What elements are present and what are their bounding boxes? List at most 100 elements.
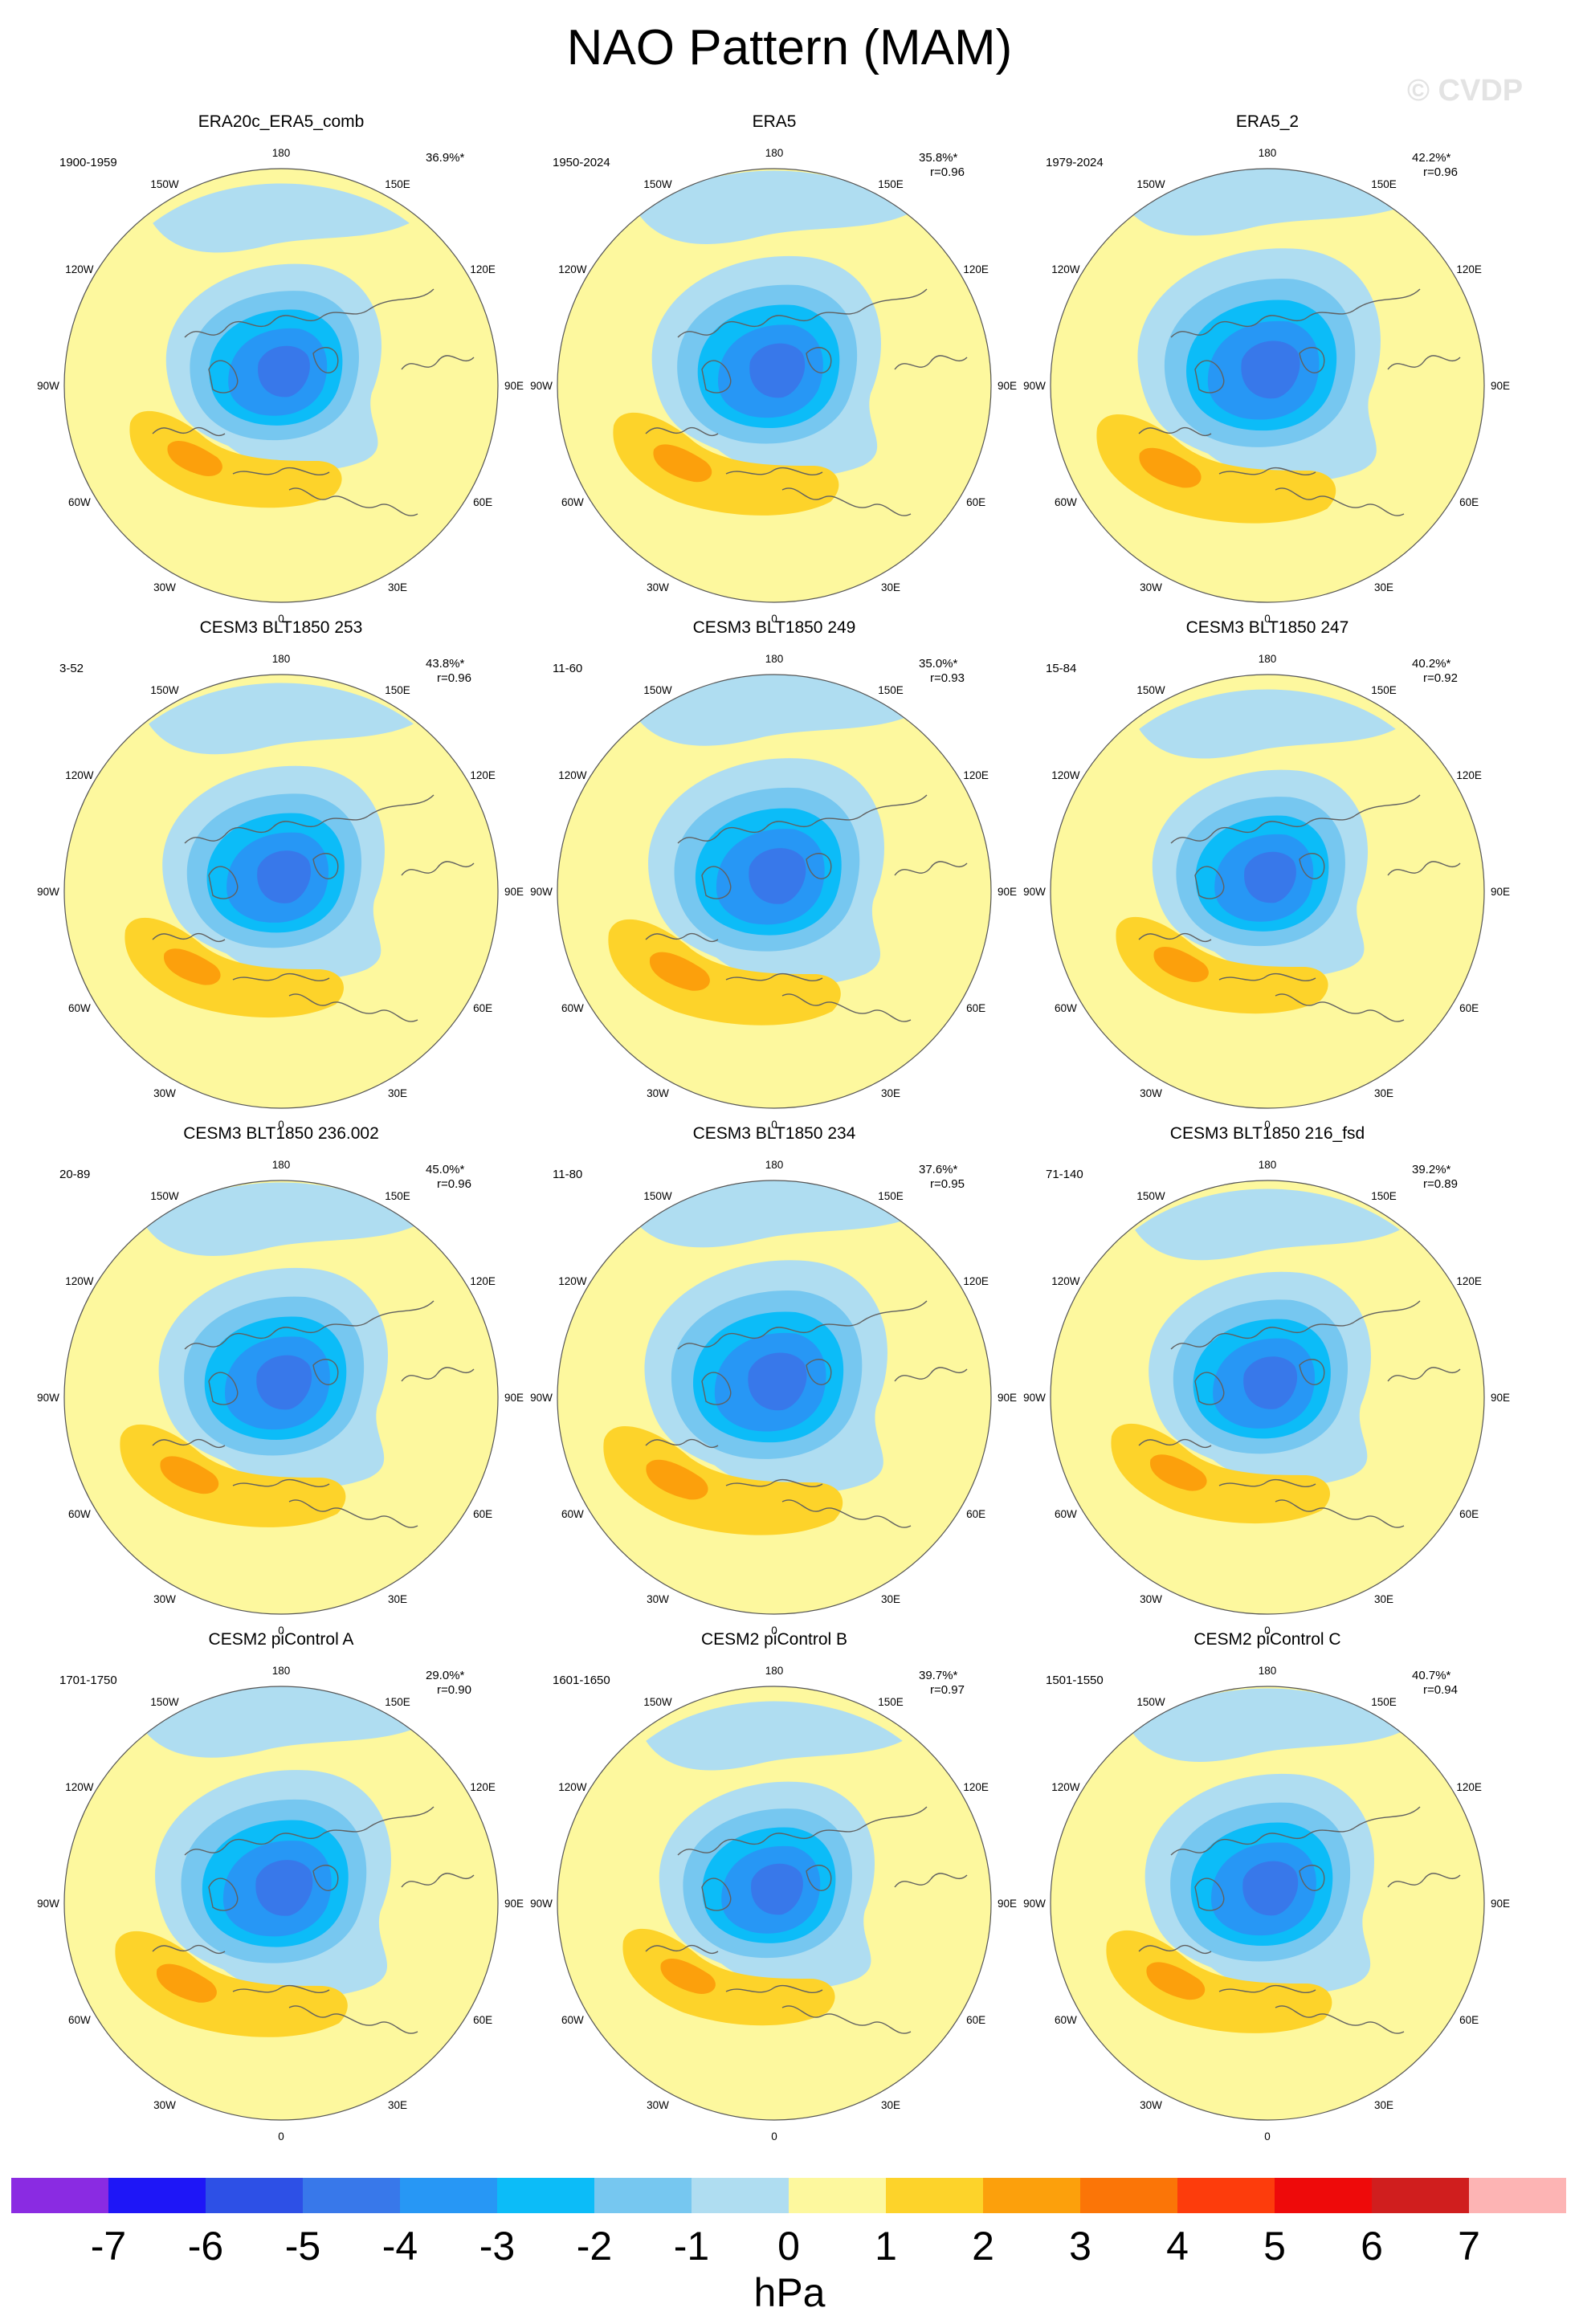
panel-title: ERA20c_ERA5_comb bbox=[198, 112, 365, 131]
longitude-label: 90E bbox=[998, 886, 1017, 898]
longitude-label: 0 bbox=[1264, 1625, 1271, 1637]
longitude-label: 30W bbox=[647, 1593, 669, 1605]
colorbar-tick-label: 6 bbox=[1361, 2224, 1383, 2269]
longitude-label: 180 bbox=[272, 653, 291, 665]
contour-fill bbox=[751, 1863, 803, 1915]
longitude-label: 0 bbox=[771, 1119, 777, 1131]
panel-period: 1950-2024 bbox=[553, 156, 610, 169]
longitude-label: 0 bbox=[771, 2130, 777, 2143]
longitude-label: 90W bbox=[37, 380, 59, 392]
longitude-label: 150W bbox=[1136, 684, 1165, 696]
longitude-label: 120E bbox=[470, 263, 496, 275]
colorbar-tick-label: -6 bbox=[187, 2224, 224, 2269]
colorbar-swatch bbox=[1275, 2178, 1373, 2213]
map-panel: CESM2 piControl C 1501-1550 40.7%* r=0.94 18… bbox=[1018, 1630, 1516, 2160]
longitude-label: 60W bbox=[68, 2014, 91, 2026]
polar-map: 180 150E 120E 90E 60E 30E 0 30W 60W 90W 120W 150W bbox=[37, 147, 524, 625]
longitude-label: 150W bbox=[1136, 1696, 1165, 1708]
contour-fill bbox=[638, 170, 911, 244]
map-border bbox=[63, 1180, 499, 1615]
longitude-label: 30W bbox=[647, 581, 669, 593]
panel-percent: 40.7%* bbox=[1412, 1669, 1451, 1682]
map-border bbox=[1050, 168, 1485, 603]
longitude-label: 120E bbox=[963, 769, 989, 781]
longitude-label: 30W bbox=[1140, 1087, 1162, 1099]
longitude-label: 90E bbox=[1491, 1898, 1510, 1910]
contour-fill bbox=[255, 1860, 313, 1916]
longitude-label: 90W bbox=[530, 886, 553, 898]
colorbar-tick-label: -1 bbox=[673, 2224, 710, 2269]
longitude-label: 60W bbox=[561, 496, 584, 508]
longitude-label: 90E bbox=[504, 1392, 524, 1404]
longitude-label: 30W bbox=[1140, 2099, 1162, 2111]
polar-map: 180 150E 120E 90E 60E 30E 0 30W 60W 90W 120W 150W bbox=[530, 1665, 1017, 2143]
map-panel: CESM3 BLT1850 234 11-80 37.6%* r=0.95 180 150… bbox=[525, 1124, 1023, 1654]
watermark: © CVDP bbox=[1407, 74, 1524, 108]
longitude-label: 150E bbox=[1371, 1696, 1397, 1708]
map-panel: ERA20c_ERA5_comb 1900-1959 36.9%* 180 150E 12… bbox=[32, 112, 530, 642]
longitude-label: 180 bbox=[272, 1159, 291, 1171]
longitude-label: 150W bbox=[150, 1190, 179, 1202]
panel-correlation: r=0.90 bbox=[437, 1683, 471, 1697]
longitude-label: 150W bbox=[643, 1696, 672, 1708]
longitude-label: 150W bbox=[643, 1190, 672, 1202]
panel-title: CESM3 BLT1850 216_fsd bbox=[1169, 1124, 1365, 1143]
colorbar-swatch bbox=[11, 2178, 109, 2213]
panel-correlation: r=0.96 bbox=[930, 165, 965, 179]
polar-map: 180 150E 120E 90E 60E 30E 0 30W 60W 90W 120W 150W bbox=[37, 653, 524, 1131]
contour-fill bbox=[649, 952, 710, 991]
polar-map: 180 150E 120E 90E 60E 30E 0 30W 60W 90W 120W 150W bbox=[37, 1665, 524, 2143]
longitude-label: 120E bbox=[1456, 263, 1482, 275]
panel-percent: 42.2%* bbox=[1412, 151, 1451, 165]
longitude-label: 150W bbox=[1136, 178, 1165, 190]
colorbar-swatch bbox=[692, 2178, 790, 2213]
colorbar-swatch bbox=[1177, 2178, 1275, 2213]
map-border bbox=[557, 1180, 992, 1615]
longitude-label: 30E bbox=[1374, 1087, 1393, 1099]
longitude-label: 0 bbox=[278, 613, 284, 625]
longitude-label: 120E bbox=[1456, 1781, 1482, 1793]
contour-fill bbox=[1241, 340, 1300, 399]
contour-fill bbox=[1242, 1861, 1299, 1916]
contour-fill bbox=[1146, 1962, 1206, 2000]
longitude-label: 150E bbox=[1371, 1190, 1397, 1202]
longitude-label: 180 bbox=[765, 1665, 784, 1677]
panel-period: 1601-1650 bbox=[553, 1674, 610, 1687]
colorbar-labels: -7 -6 -5 -4 -3 -2 -1 0 1 2 3 4 5 6 7 bbox=[11, 2223, 1566, 2271]
map-panel: CESM3 BLT1850 236.002 20-89 45.0%* r=0.96 18… bbox=[32, 1124, 530, 1654]
contour-fill bbox=[156, 1963, 217, 2003]
polar-map: 180 150E 120E 90E 60E 30E 0 30W 60W 90W 120W 150W bbox=[530, 147, 1017, 625]
longitude-label: 60W bbox=[561, 1508, 584, 1520]
colorbar-tick-label: 4 bbox=[1166, 2224, 1189, 2269]
colorbar-tick-label: -4 bbox=[381, 2224, 418, 2269]
longitude-label: 120E bbox=[1456, 769, 1482, 781]
polar-map: 180 150E 120E 90E 60E 30E 0 30W 60W 90W 120W 150W bbox=[1023, 653, 1510, 1131]
polar-map: 180 150E 120E 90E 60E 30E 0 30W 60W 90W 120W 150W bbox=[530, 1159, 1017, 1637]
colorbar-units: hPa bbox=[753, 2270, 826, 2315]
map-border bbox=[557, 168, 992, 603]
panel-percent: 35.0%* bbox=[919, 657, 958, 671]
colorbar-tick-label: 1 bbox=[875, 2224, 897, 2269]
longitude-label: 120W bbox=[558, 263, 587, 275]
longitude-label: 0 bbox=[771, 1625, 777, 1637]
longitude-label: 90W bbox=[37, 1392, 59, 1404]
contour-fill bbox=[1243, 1356, 1298, 1409]
longitude-label: 180 bbox=[1259, 653, 1277, 665]
map-panel: CESM3 BLT1850 247 15-84 40.2%* r=0.92 180 150… bbox=[1018, 618, 1516, 1148]
longitude-label: 90E bbox=[504, 886, 524, 898]
contour-fill bbox=[145, 1182, 418, 1256]
panel-correlation: r=0.92 bbox=[1423, 671, 1458, 685]
map-border bbox=[63, 1686, 499, 2121]
contour-fill bbox=[257, 850, 312, 903]
longitude-label: 120W bbox=[558, 769, 587, 781]
contour-fill bbox=[633, 675, 916, 746]
longitude-label: 30E bbox=[1374, 1593, 1393, 1605]
longitude-label: 90W bbox=[37, 886, 59, 898]
contour-fill bbox=[653, 444, 712, 483]
longitude-label: 180 bbox=[765, 147, 784, 159]
colorbar-tick-label: -3 bbox=[479, 2224, 516, 2269]
longitude-label: 90W bbox=[530, 1898, 553, 1910]
longitude-label: 150E bbox=[385, 684, 410, 696]
panel-percent: 39.2%* bbox=[1412, 1163, 1451, 1176]
longitude-label: 30E bbox=[1374, 581, 1393, 593]
